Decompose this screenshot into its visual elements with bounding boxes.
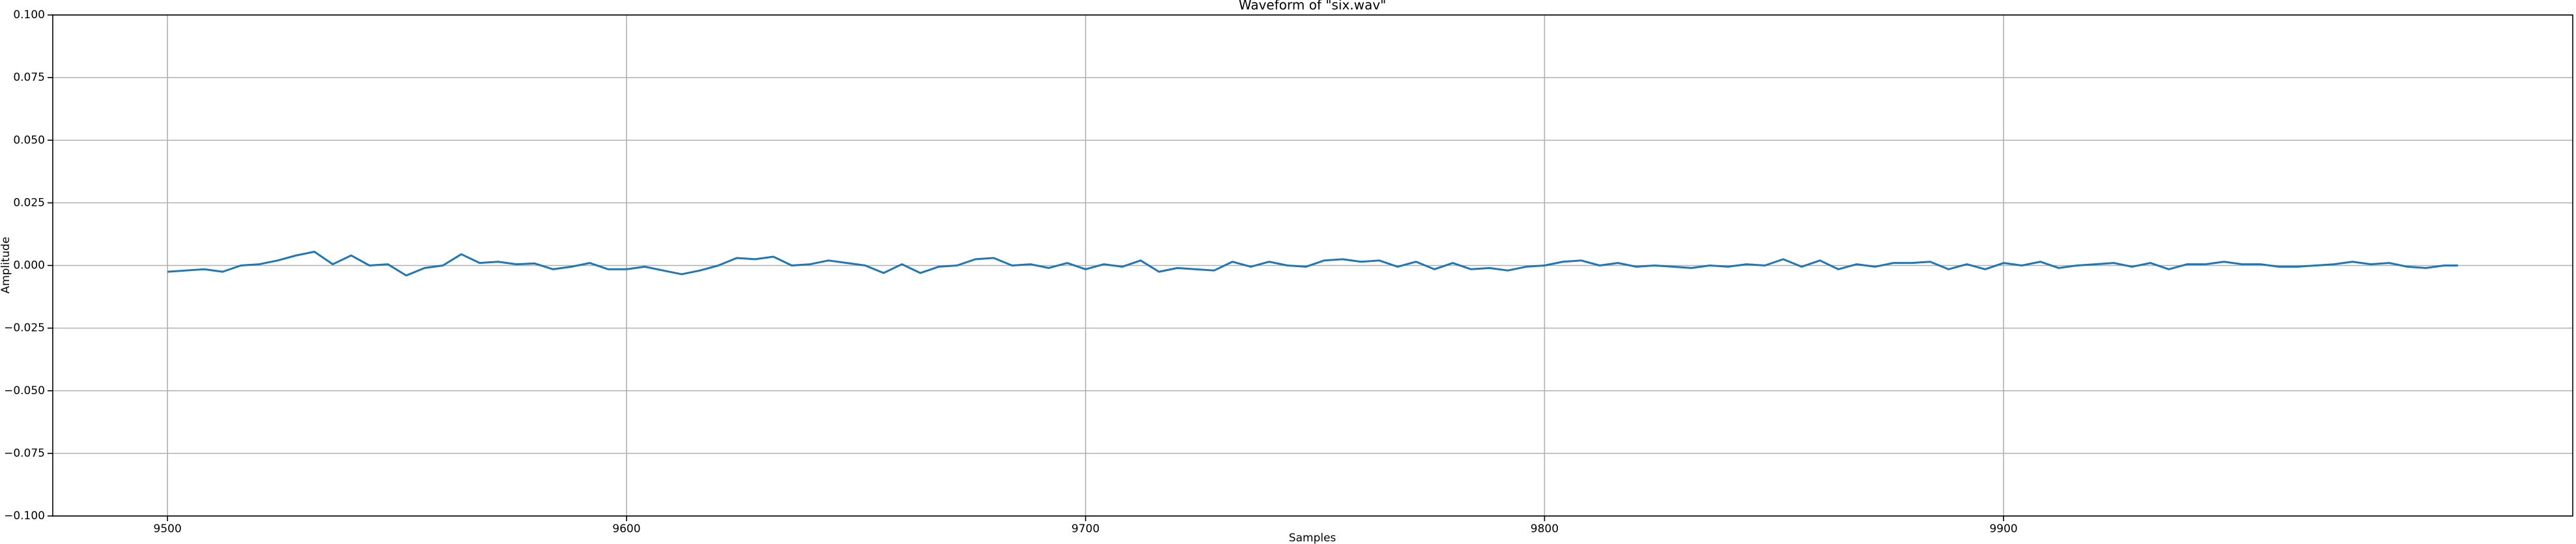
y-tick-label: 0.100 bbox=[13, 8, 45, 21]
x-tick-label: 9600 bbox=[612, 523, 640, 536]
x-tick-label: 9800 bbox=[1531, 523, 1559, 536]
y-tick-label: −0.050 bbox=[4, 384, 45, 397]
y-tick-label: 0.000 bbox=[13, 259, 45, 272]
y-tick-label: 0.025 bbox=[13, 196, 45, 209]
y-tick-label: 0.050 bbox=[13, 134, 45, 147]
x-tick-label: 9700 bbox=[1071, 523, 1099, 536]
chart-title: Waveform of "six.wav" bbox=[1239, 0, 1387, 13]
y-tick-label: 0.075 bbox=[13, 71, 45, 84]
y-tick-label: −0.100 bbox=[4, 509, 45, 523]
x-axis-label: Samples bbox=[1289, 532, 1337, 544]
x-tick-label: 9500 bbox=[154, 523, 182, 536]
plot-frame bbox=[52, 14, 2573, 517]
x-tick-label: 9900 bbox=[1989, 523, 2017, 536]
y-axis-label: Amplitude bbox=[0, 236, 12, 293]
y-tick-label: −0.025 bbox=[4, 322, 45, 335]
waveform-line bbox=[167, 250, 2458, 277]
y-tick-label: −0.075 bbox=[4, 447, 45, 460]
